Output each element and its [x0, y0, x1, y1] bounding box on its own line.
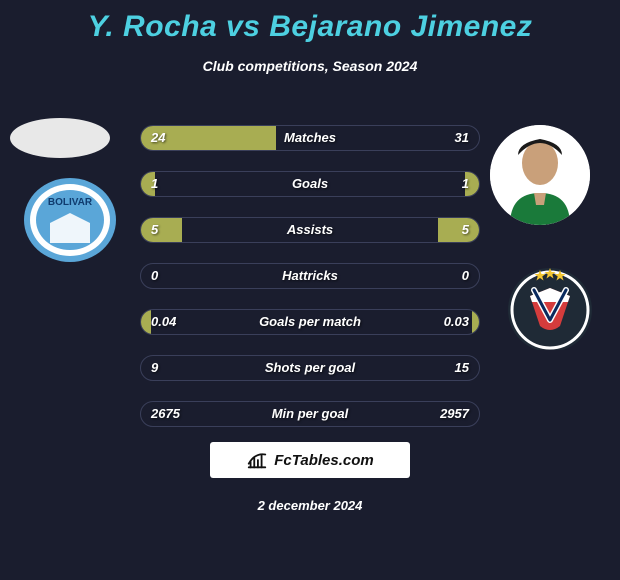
player-left-crest: BOLIVAR: [20, 175, 120, 265]
player-right-crest: [500, 260, 600, 350]
stat-label: Assists: [141, 218, 479, 242]
stat-label: Hattricks: [141, 264, 479, 288]
stat-row: 55Assists: [140, 217, 480, 243]
player-right-avatar: [490, 125, 590, 225]
stat-label: Goals: [141, 172, 479, 196]
player-left-avatar: [10, 118, 110, 158]
stat-row: 00Hattricks: [140, 263, 480, 289]
stat-label: Goals per match: [141, 310, 479, 334]
date-text: 2 december 2024: [0, 498, 620, 513]
stat-label: Min per goal: [141, 402, 479, 426]
stat-row: 915Shots per goal: [140, 355, 480, 381]
stats-container: 2431Matches 11Goals 55Assists 00Hattricks 0.…: [140, 125, 480, 447]
stat-row: 0.040.03Goals per match: [140, 309, 480, 335]
chart-icon: [246, 449, 268, 471]
stat-label: Shots per goal: [141, 356, 479, 380]
stat-row: 11Goals: [140, 171, 480, 197]
comparison-subtitle: Club competitions, Season 2024: [0, 58, 620, 74]
watermark: FcTables.com: [210, 442, 410, 478]
watermark-text: FcTables.com: [274, 452, 373, 469]
stat-label: Matches: [141, 126, 479, 150]
stat-row: 2431Matches: [140, 125, 480, 151]
svg-text:BOLIVAR: BOLIVAR: [48, 197, 93, 208]
stat-row: 26752957Min per goal: [140, 401, 480, 427]
comparison-title: Y. Rocha vs Bejarano Jimenez: [0, 0, 620, 44]
